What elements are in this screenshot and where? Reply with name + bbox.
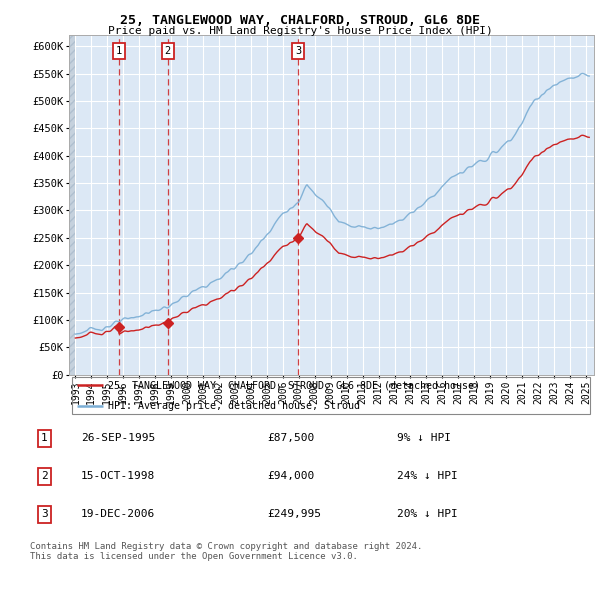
Text: 24% ↓ HPI: 24% ↓ HPI bbox=[397, 471, 457, 481]
Text: 25, TANGLEWOOD WAY, CHALFORD, STROUD, GL6 8DE (detached house): 25, TANGLEWOOD WAY, CHALFORD, STROUD, GL… bbox=[109, 381, 481, 391]
Text: 2: 2 bbox=[164, 45, 171, 55]
Text: 3: 3 bbox=[295, 45, 301, 55]
Text: 25, TANGLEWOOD WAY, CHALFORD, STROUD, GL6 8DE: 25, TANGLEWOOD WAY, CHALFORD, STROUD, GL… bbox=[120, 14, 480, 27]
Text: 3: 3 bbox=[41, 509, 47, 519]
Text: 15-OCT-1998: 15-OCT-1998 bbox=[81, 471, 155, 481]
Text: 26-SEP-1995: 26-SEP-1995 bbox=[81, 434, 155, 444]
Text: 2: 2 bbox=[41, 471, 47, 481]
Text: 1: 1 bbox=[41, 434, 47, 444]
Text: £249,995: £249,995 bbox=[267, 509, 321, 519]
Text: HPI: Average price, detached house, Stroud: HPI: Average price, detached house, Stro… bbox=[109, 401, 361, 411]
Text: Price paid vs. HM Land Registry's House Price Index (HPI): Price paid vs. HM Land Registry's House … bbox=[107, 26, 493, 36]
Text: 20% ↓ HPI: 20% ↓ HPI bbox=[397, 509, 457, 519]
Text: 19-DEC-2006: 19-DEC-2006 bbox=[81, 509, 155, 519]
Text: Contains HM Land Registry data © Crown copyright and database right 2024.
This d: Contains HM Land Registry data © Crown c… bbox=[30, 542, 422, 561]
Text: 1: 1 bbox=[116, 45, 122, 55]
Text: 9% ↓ HPI: 9% ↓ HPI bbox=[397, 434, 451, 444]
Text: £87,500: £87,500 bbox=[267, 434, 314, 444]
Text: £94,000: £94,000 bbox=[267, 471, 314, 481]
